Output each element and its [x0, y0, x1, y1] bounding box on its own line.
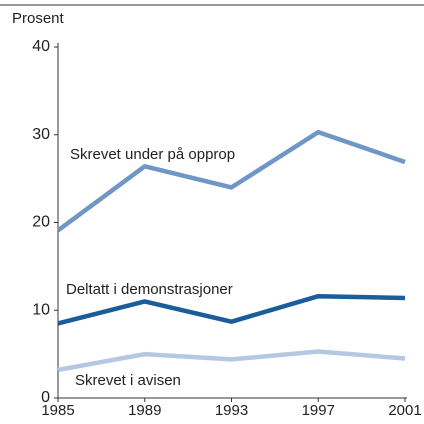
x-tick-label: 2001 [388, 402, 421, 419]
x-tick-label: 1993 [215, 402, 248, 419]
x-tick-label: 1985 [41, 402, 74, 419]
series-line [56, 129, 406, 233]
series-label: Skrevet under på opprop [70, 146, 235, 163]
series-label: Deltatt i demonstrasjoner [66, 281, 233, 298]
y-tick-label: 0 [41, 389, 50, 406]
x-tick-label: 1997 [302, 402, 335, 419]
y-axis-label: Prosent [12, 10, 65, 27]
series-label: Skrevet i avisen [75, 372, 181, 389]
x-tick-label: 1989 [128, 402, 161, 419]
series-line [57, 349, 406, 373]
y-tick-label: 20 [32, 214, 50, 231]
y-tick-label: 10 [32, 301, 50, 318]
y-tick-label: 40 [32, 38, 50, 55]
series-line [57, 293, 406, 326]
y-tick-label: 30 [32, 126, 50, 143]
